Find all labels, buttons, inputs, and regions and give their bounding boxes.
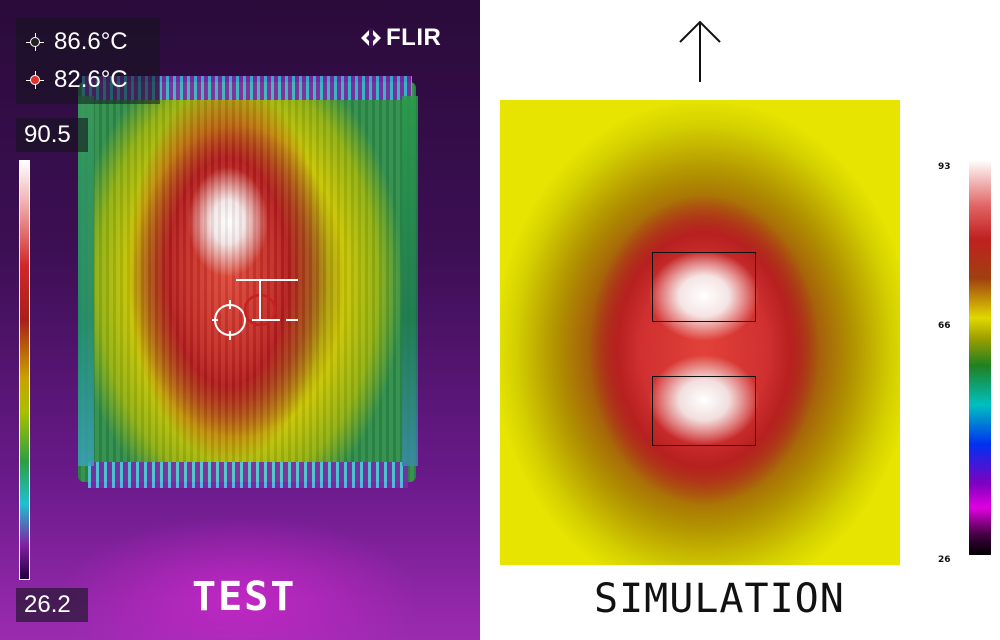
spot-marker-overlay (212, 279, 298, 340)
spot-marker-1 (212, 300, 246, 340)
spot-reading-2: 82.6°C (26, 62, 128, 98)
flir-brand-text: FLIR (386, 24, 442, 51)
crosshair-hot-icon (26, 71, 44, 89)
thermal-image-panel: 86.6°C 82.6°C FLIR 90.5 26.2 (0, 0, 480, 640)
heat-source-outline-bottom (652, 376, 756, 446)
spot-marker-2 (236, 279, 298, 327)
simulation-heatmap (500, 100, 900, 565)
heatsink-edge-right (402, 96, 418, 466)
temperature-readout: 86.6°C 82.6°C (16, 18, 160, 104)
up-arrow-icon (679, 20, 721, 82)
heatsink-edge-left (78, 96, 94, 466)
colorbar-tick-max: 93 (938, 162, 951, 172)
flir-logo: FLIR (360, 24, 441, 52)
simulation-label: SIMULATION (594, 576, 845, 622)
heat-source-outline-top (652, 252, 756, 322)
scale-min-value: 26.2 (16, 588, 88, 622)
heatsink-fins-bottom (88, 462, 408, 488)
spot-2-value: 82.6°C (54, 66, 128, 93)
spot-1-value: 86.6°C (54, 28, 128, 55)
colorbar-tick-min: 26 (938, 555, 951, 565)
spot-reading-1: 86.6°C (26, 24, 128, 60)
heatsink-thermal-view (78, 82, 416, 482)
thermal-color-scale (19, 160, 30, 580)
crosshair-icon (26, 33, 44, 51)
colorbar-tick-mid: 66 (938, 321, 951, 331)
flir-logo-icon (361, 28, 381, 48)
simulation-colorbar (969, 160, 991, 555)
test-label: TEST (192, 574, 297, 620)
scale-max-value: 90.5 (16, 118, 88, 152)
